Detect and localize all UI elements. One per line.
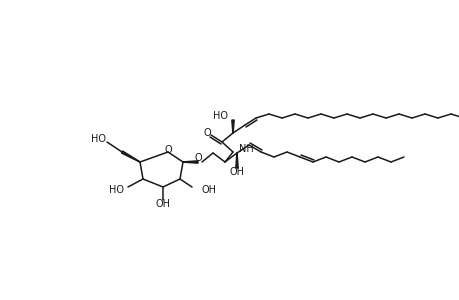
Polygon shape — [183, 161, 197, 163]
Text: OH: OH — [229, 167, 244, 177]
Polygon shape — [235, 153, 238, 168]
Polygon shape — [121, 151, 140, 162]
Text: O: O — [194, 153, 202, 163]
Text: O: O — [203, 128, 210, 138]
Text: NH: NH — [239, 144, 253, 154]
Polygon shape — [231, 120, 234, 133]
Text: HO: HO — [109, 185, 124, 195]
Text: HO: HO — [213, 111, 228, 121]
Text: HO: HO — [91, 134, 106, 144]
Text: OH: OH — [202, 185, 217, 195]
Text: OH: OH — [155, 199, 170, 209]
Text: O: O — [164, 145, 172, 155]
